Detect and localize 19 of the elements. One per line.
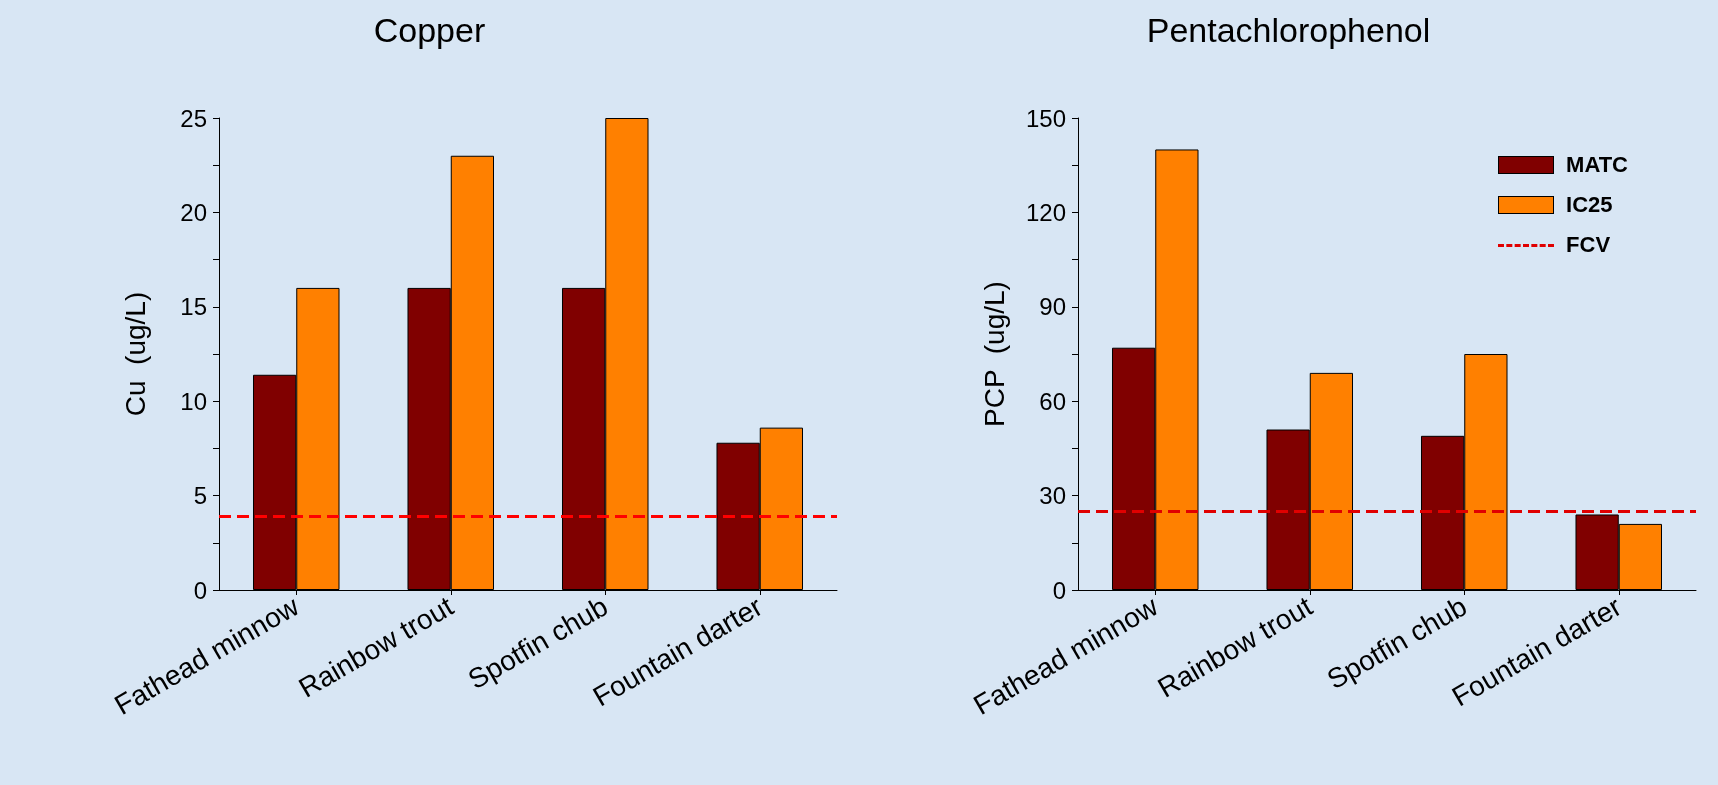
legend-label: IC25	[1566, 192, 1613, 218]
y-tick-label: 5	[193, 482, 207, 510]
chart-title: Pentachlorophenol	[1146, 11, 1431, 49]
y-tick-label: 0	[1052, 576, 1066, 604]
y-tick-label: 0	[193, 576, 207, 604]
y-axis-title: Cu (ug/L)	[119, 291, 151, 417]
y-tick-label: 30	[1039, 482, 1066, 510]
legend-label: FCV	[1566, 232, 1611, 258]
y-tick-label: 150	[1025, 104, 1066, 132]
y-tick-label: 15	[180, 293, 207, 321]
legend-label: MATC	[1566, 152, 1628, 178]
y-tick-label: 10	[180, 387, 207, 415]
chart-title: Copper	[373, 11, 486, 49]
y-tick-label: 120	[1025, 198, 1066, 226]
y-tick-label: 90	[1039, 293, 1066, 321]
y-tick-label: 60	[1039, 387, 1066, 415]
y-axis-title: PCP (ug/L)	[978, 281, 1010, 427]
y-tick-label: 25	[180, 104, 207, 132]
y-tick-label: 20	[180, 198, 207, 226]
